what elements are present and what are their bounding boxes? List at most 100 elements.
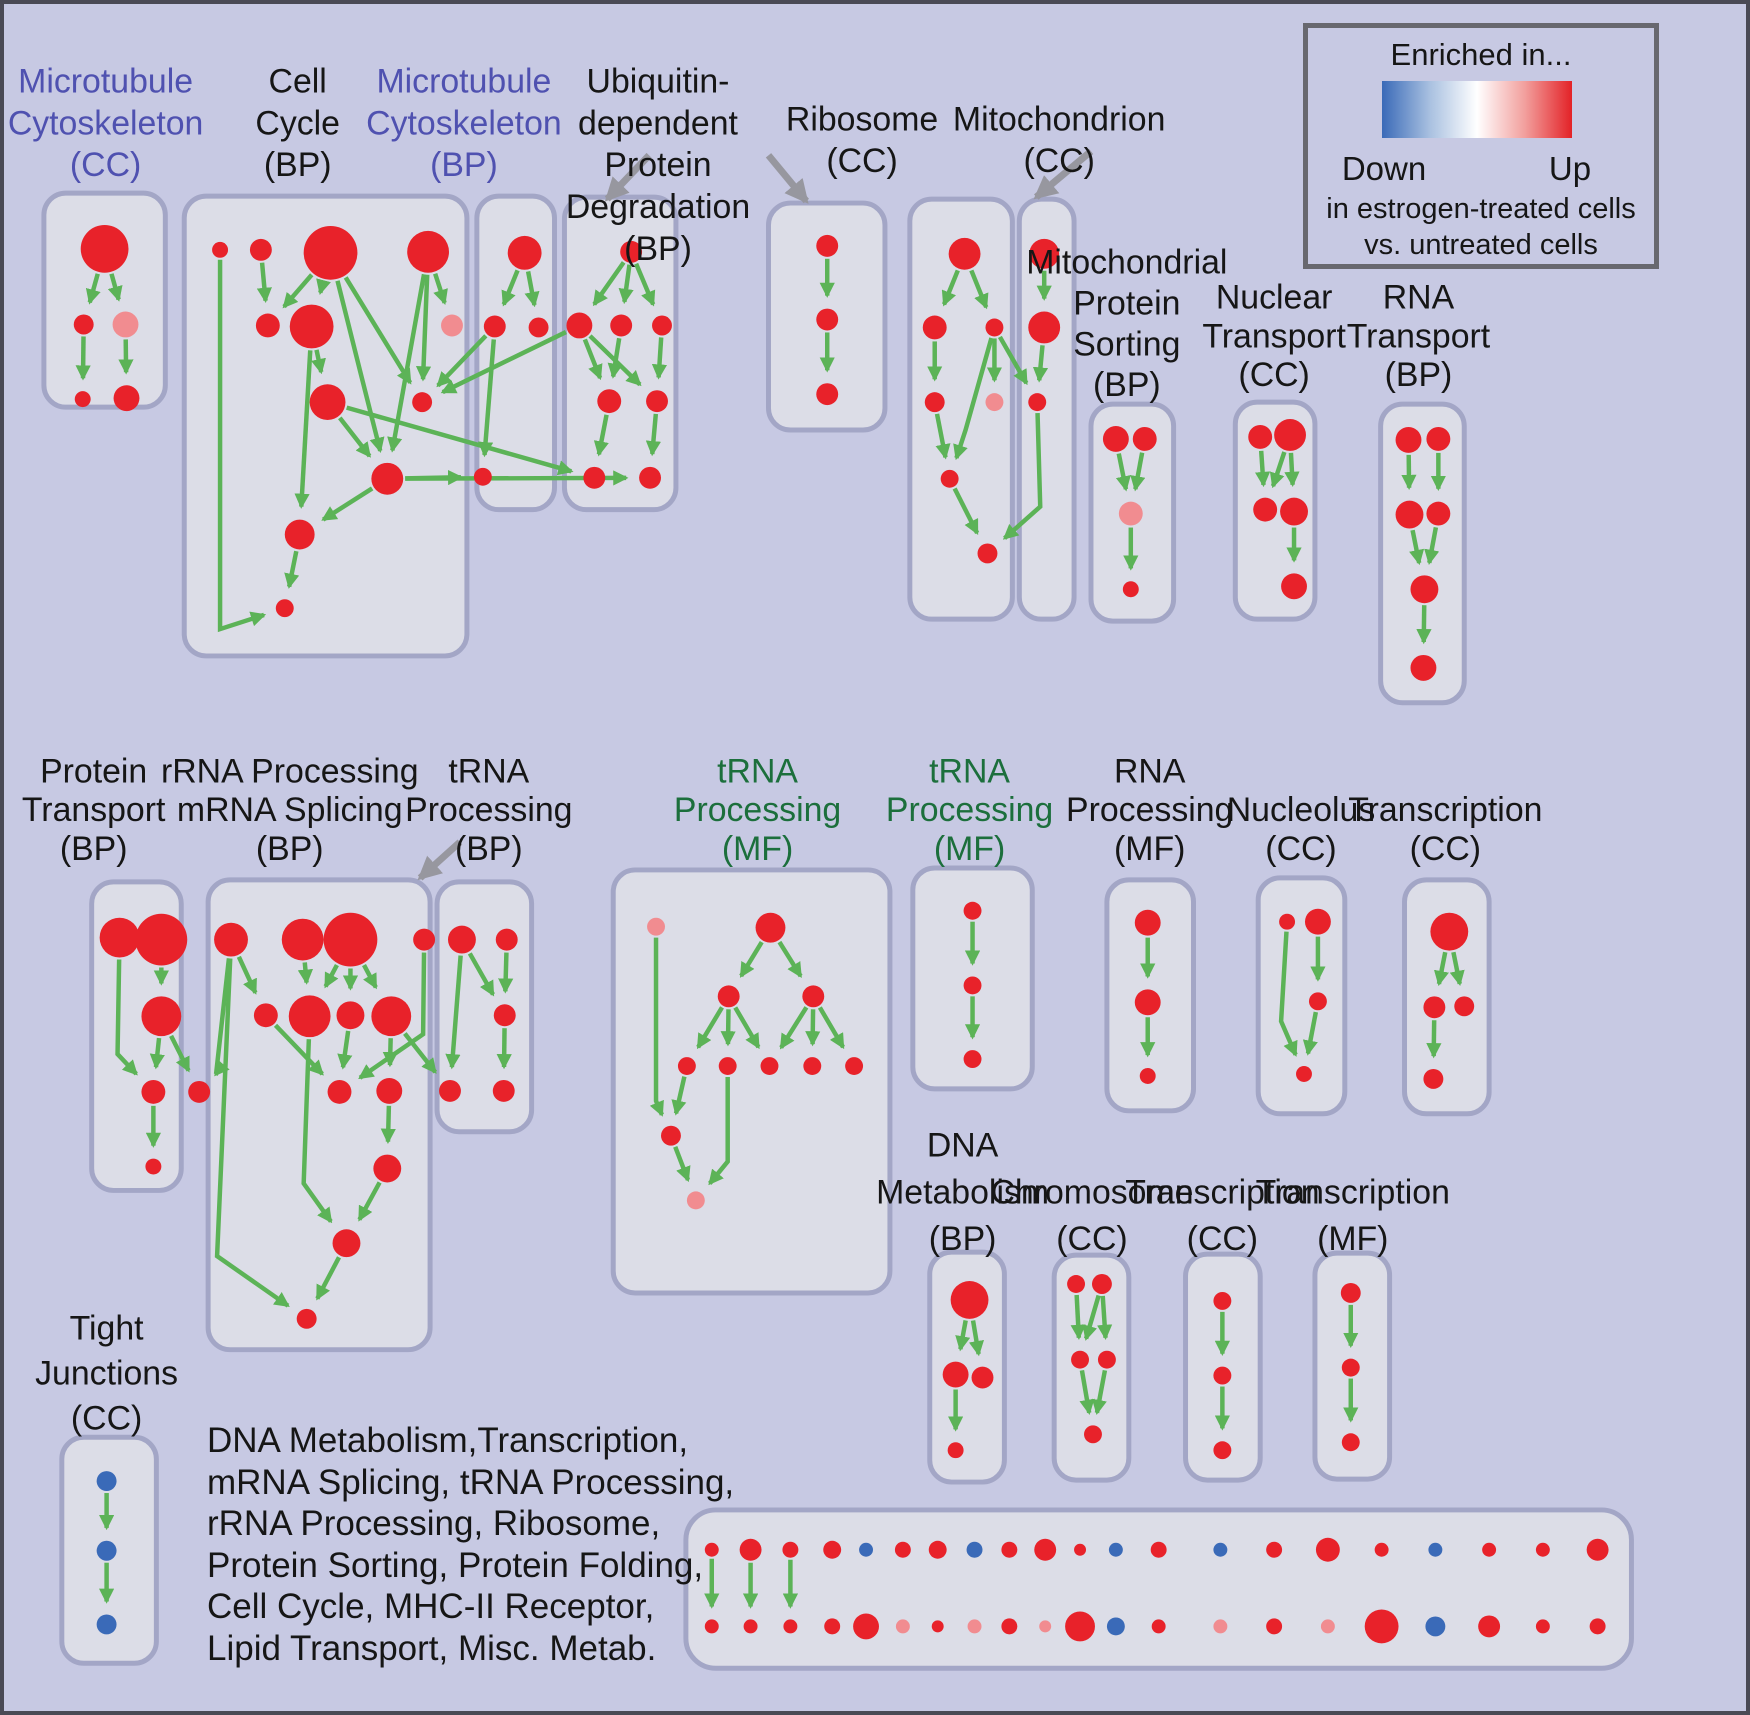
rna-transport-edge (1409, 529, 1425, 566)
rna-processing-mf-label: (MF) (1114, 830, 1185, 868)
tight-junctions-label: Tight (70, 1310, 145, 1348)
gene-set-node (1213, 1441, 1232, 1460)
ubiquitin-degradation-1-edge (582, 338, 603, 381)
cell-cycle-edge (433, 272, 448, 305)
gene-set-node (281, 918, 324, 961)
gene-set-node (284, 519, 315, 550)
dna-metabolism-label: Metabolism (876, 1173, 1049, 1211)
strip-node-bottom (1213, 1619, 1228, 1634)
gene-set-node (1118, 501, 1143, 526)
ribosome-edge (953, 337, 994, 461)
gene-set-node (80, 224, 129, 273)
gene-set-node (816, 383, 839, 406)
mitochondrion-label: (CC) (1023, 142, 1094, 180)
mito-protein-sorting-label: Sorting (1073, 325, 1180, 363)
gene-set-node (977, 543, 998, 564)
strip-node-bottom (743, 1619, 758, 1634)
ubiquitin-degradation-label: dependent (578, 104, 739, 142)
cell-cycle-label: Cell (269, 63, 327, 101)
microtubule-cc-edge (85, 273, 101, 305)
gene-set-node (407, 230, 449, 273)
gene-set-node (652, 315, 672, 336)
cell-cycle-edge (335, 280, 385, 454)
microtubule-bp-box (474, 193, 557, 513)
gene-set-node (493, 1004, 516, 1027)
gene-set-node (212, 241, 229, 258)
gene-set-node (275, 599, 294, 618)
gene-set-node (73, 314, 94, 335)
chromosome-edge (1082, 1294, 1101, 1341)
cell-cycle-edge (338, 416, 372, 458)
gene-set-node (413, 928, 436, 951)
gene-set-node (1134, 989, 1161, 1016)
gene-set-node (439, 1079, 461, 1102)
strip-node-top (1428, 1542, 1443, 1557)
gene-set-node (717, 985, 740, 1008)
gene-set-node (112, 311, 139, 338)
gene-set-node (1253, 497, 1278, 522)
rna-processing-mf-label: Processing (1066, 791, 1233, 829)
annotations-layer: MicrotubuleCytoskeleton(CC)CellCycle(BP)… (8, 63, 1543, 1438)
nuclear-transport-label: (CC) (1238, 356, 1309, 394)
strip-node-top (1034, 1538, 1057, 1561)
mitochondrion-edge (1032, 345, 1049, 383)
strip-node-bottom (824, 1618, 841, 1635)
microtubule-cc-edge (107, 273, 123, 302)
strip-node-top (1315, 1537, 1340, 1562)
rrna-processing-edge (362, 964, 378, 990)
mito-protein-sorting-label: (BP) (1093, 366, 1161, 404)
gene-set-node (942, 1361, 969, 1388)
gene-set-node (448, 925, 476, 954)
rna-transport-label: RNA (1383, 279, 1455, 317)
transcription-cc-upper-label: (CC) (1410, 830, 1481, 868)
chromosome-box (1051, 1252, 1132, 1483)
ubiquitin-degradation-label: Protein (604, 146, 711, 184)
ubiquitin-degradation-1-edge (634, 262, 656, 307)
microtubule-bp-edge (524, 271, 540, 308)
strip-node-bottom (1364, 1609, 1399, 1644)
gene-set-node (96, 1471, 117, 1492)
rrna-processing-label: rRNA Processing (161, 752, 419, 790)
mito-protein-sorting-label: Protein (1073, 285, 1180, 323)
gene-set-node (620, 240, 643, 263)
gene-set-node (566, 312, 593, 339)
strip-node-top (928, 1540, 947, 1559)
gene-set-node (1340, 1283, 1361, 1303)
cell-cycle-edge (284, 550, 300, 589)
mitochondrion-arrow (1033, 148, 1094, 200)
gene-set-node (677, 1057, 696, 1075)
rrna-processing-label: mRNA Splicing (177, 791, 403, 829)
nuclear-transport-edge (1269, 451, 1287, 489)
rrna-processing-edge (301, 1039, 333, 1224)
ubiquitin-degradation-1-edge (645, 413, 661, 457)
gene-set-node (473, 467, 492, 486)
protein-transport-edge (149, 1037, 165, 1070)
gene-set-node (1279, 913, 1296, 930)
ribosome-edge (941, 269, 960, 307)
strip-node-bottom (1266, 1618, 1283, 1635)
microtubule-cc-label: Cytoskeleton (8, 104, 204, 142)
nucleolus-label: Nucleolus (1227, 791, 1376, 829)
rrna-processing-edge (380, 1105, 396, 1144)
mitochondrion-label: Mitochondrion (953, 100, 1165, 138)
trna-processing-bp-label: (BP) (455, 830, 523, 868)
gene-set-node (940, 469, 959, 488)
ubiquitin-degradation-1-edge (592, 261, 626, 307)
trna-processing-mf-1-label: tRNA (717, 752, 798, 790)
ubiquitin-degradation-1-edge (651, 337, 668, 380)
gene-set-node (1280, 497, 1308, 526)
strip-node-bottom (931, 1620, 944, 1633)
chromosome-edge (1097, 1295, 1113, 1341)
gene-set-node (963, 1050, 982, 1069)
strip-node-top (704, 1542, 719, 1557)
transcription-cc-lower-label: (CC) (1187, 1220, 1258, 1258)
transcription-cc-upper-edge (1433, 951, 1449, 987)
cell-cycle-edge (311, 349, 326, 375)
gene-set-node (1213, 1291, 1232, 1310)
gene-set-node (1341, 1358, 1360, 1377)
strip-node-bottom (1320, 1619, 1335, 1634)
gene-set-node (646, 390, 668, 413)
ribosome-edge (969, 269, 989, 310)
gene-set-node (1426, 427, 1451, 451)
